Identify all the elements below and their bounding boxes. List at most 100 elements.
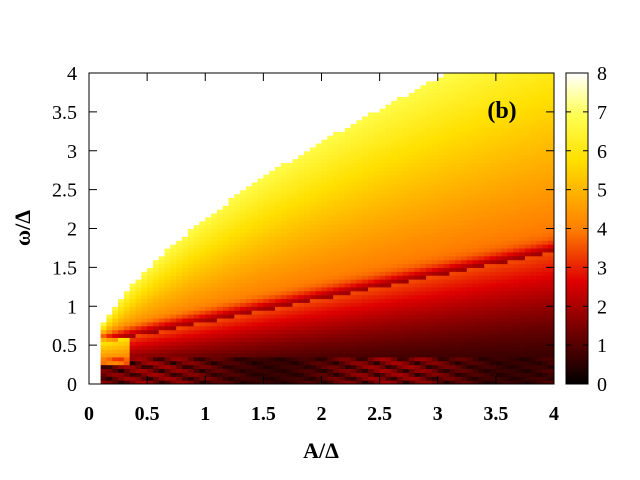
heatmap-cell [187,247,195,253]
heatmap-cell [94,298,102,303]
heatmap-cell [397,84,404,90]
heatmap-cell [309,321,317,327]
heatmap-cell [414,372,421,377]
heatmap-cell [344,321,352,327]
heatmap-cell [170,298,177,303]
heatmap-cell [94,174,102,179]
heatmap-cell [176,275,183,280]
heatmap-cell [356,298,363,303]
heatmap-cell [89,267,96,272]
heatmap-cell [141,154,148,160]
heatmap-cell [385,372,392,377]
heatmap-cell [414,247,421,253]
heatmap-cell [397,349,404,354]
heatmap-cell [286,376,294,381]
heatmap-cell [315,220,323,226]
heatmap-cell [309,352,317,358]
heatmap-cell [327,228,334,233]
heatmap-cell [408,209,416,214]
heatmap-cell [158,96,166,101]
heatmap-cell [385,337,392,342]
heatmap-cell [379,127,387,132]
heatmap-cell [94,345,102,350]
heatmap-cell [135,205,142,210]
heatmap-cell [350,337,357,342]
heatmap-cell [100,119,108,125]
heatmap-cell [211,341,218,346]
heatmap-cell [199,111,206,117]
heatmap-cell [385,247,392,253]
heatmap-cell [315,131,323,136]
heatmap-cell [147,185,154,191]
heatmap-cell [141,96,148,101]
heatmap-cell [240,232,247,237]
heatmap-cell [356,255,363,261]
heatmap-cell [245,380,253,384]
heatmap-cell [123,96,131,101]
heatmap-cell [420,104,427,109]
heatmap-cell [152,162,160,167]
heatmap-cell [368,181,375,187]
heatmap-cell [193,104,201,109]
heatmap-cell [298,119,305,125]
heatmap-cell [135,177,142,183]
heatmap-cell [304,380,311,384]
heatmap-cell [338,216,346,222]
heatmap-cell [182,263,189,268]
heatmap-cell [234,333,241,338]
heatmap-cell [368,201,375,206]
heatmap-cell [100,181,108,187]
heatmap-cell [234,240,241,245]
heatmap-cell [228,298,235,303]
heatmap-cell [94,131,102,136]
heatmap-cell [333,380,340,384]
heatmap-cell [129,197,137,202]
heatmap-cell [176,286,183,292]
heatmap-cell [222,352,230,358]
heatmap-cell [304,111,311,117]
heatmap-cell [408,80,416,86]
heatmap-cell [176,84,183,90]
heatmap-cell [89,240,96,245]
heatmap-cell [228,170,235,175]
heatmap-cell [245,247,253,253]
heatmap-cell [106,189,113,195]
heatmap-cell [158,259,166,265]
heatmap-cell [141,209,148,214]
heatmap-cell [251,205,259,210]
heatmap-cell [338,314,346,319]
heatmap-cell [362,216,369,222]
heatmap-cell [251,166,259,171]
heatmap-cell [257,298,264,303]
heatmap-cell [211,247,218,253]
heatmap-cell [431,325,439,331]
heatmap-cell [321,115,328,121]
heatmap-cell [356,107,363,113]
heatmap-cell [205,321,212,327]
heatmap-cell [257,247,264,253]
heatmap-cell [437,360,445,366]
heatmap-cell [379,356,387,362]
heatmap-cell [286,96,294,101]
heatmap-cell [426,96,433,101]
heatmap-cell [402,333,410,338]
heatmap-cell [350,205,357,210]
heatmap-cell [112,302,119,307]
heatmap-cell [123,209,131,214]
heatmap-cell [141,349,148,354]
heatmap-cell [152,139,160,144]
heatmap-cell [234,255,241,261]
heatmap-cell [123,170,131,175]
heatmap-cell [443,232,450,237]
heatmap-cell [437,115,445,121]
heatmap-cell [408,84,416,90]
heatmap-cell [321,197,328,202]
heatmap-cell [292,345,299,350]
heatmap-cell [141,158,148,164]
heatmap-cell [187,201,195,206]
heatmap-cell [414,115,421,121]
heatmap-cell [129,376,137,381]
heatmap-cell [338,267,346,272]
heatmap-cell [397,177,404,183]
heatmap-cell [147,154,154,160]
